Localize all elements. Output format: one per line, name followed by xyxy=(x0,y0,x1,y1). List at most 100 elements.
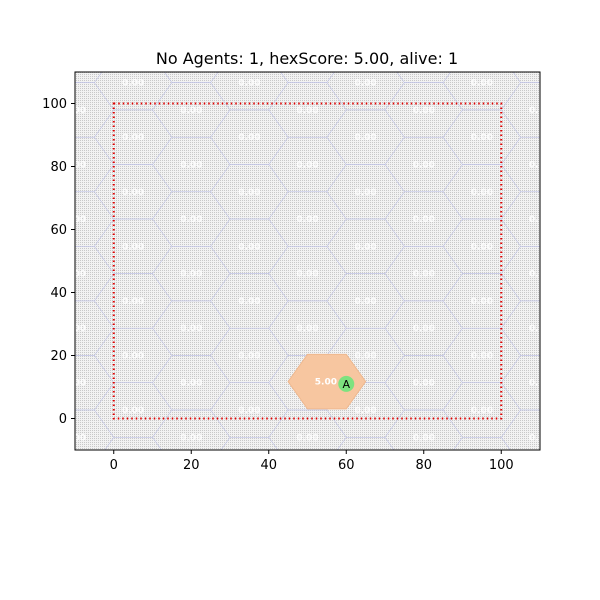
hex-score-label: 0.00 xyxy=(529,0,551,7)
hex-score-label: 0.00 xyxy=(471,406,493,416)
x-axis: 0 20 40 60 80 100 xyxy=(110,450,514,473)
hex-score-label: 0.00 xyxy=(471,351,493,361)
hex-score-label: 0.00 xyxy=(471,133,493,143)
hex-score-label: 0.00 xyxy=(238,24,260,34)
hex-score-label: 0.00 xyxy=(296,161,318,171)
hex-cell xyxy=(443,1,520,56)
hex-score-label: 0.00 xyxy=(122,133,144,143)
hex-cell xyxy=(269,465,347,519)
y-tick-label: 80 xyxy=(50,160,67,175)
hex-score-label: 0.00 xyxy=(587,79,600,89)
hex-score-label: 0.00 xyxy=(64,324,86,334)
hex-cell xyxy=(559,274,600,329)
hex-score-label: 0.00 xyxy=(64,161,86,171)
hex-score-label: 0.00 xyxy=(587,242,600,252)
y-tick-label: 40 xyxy=(50,286,67,301)
hex-cell xyxy=(0,328,56,383)
hex-cell xyxy=(211,1,289,56)
hex-score-label: 0.00 xyxy=(587,188,600,198)
hex-score-label: 0.00 xyxy=(354,79,376,89)
hex-score-label: 0.00 xyxy=(354,297,376,307)
hex-score-label: 0.00 xyxy=(122,242,144,252)
hex-score-label: 0.00 xyxy=(6,297,28,307)
hex-score-label: 0.00 xyxy=(413,215,435,225)
hex-score-label: 0.00 xyxy=(354,461,376,471)
hex-cell xyxy=(559,165,600,220)
hex-score-label: 0.00 xyxy=(180,433,202,443)
hex-score-label: 0.00 xyxy=(529,324,551,334)
hex-score-label: 0.00 xyxy=(6,351,28,361)
hex-score-label: 0.00 xyxy=(529,106,551,116)
hex-score-label: 0.00 xyxy=(587,24,600,34)
hex-score-label: 0.00 xyxy=(296,270,318,280)
hex-score-label: 0.00 xyxy=(296,433,318,443)
hex-score-label: 0.00 xyxy=(587,461,600,471)
hex-score-label: 0.00 xyxy=(6,515,28,525)
hex-score-label: 0.00 xyxy=(587,406,600,416)
hex-score-label: 0.00 xyxy=(238,515,260,525)
hex-score-label: 0.00 xyxy=(122,515,144,525)
hex-score-label: 0.00 xyxy=(238,297,260,307)
x-tick-label: 60 xyxy=(338,458,355,473)
y-axis: 0 20 40 60 80 100 xyxy=(42,97,75,427)
hex-score-label: 0.00 xyxy=(122,188,144,198)
hex-score-label: 0.00 xyxy=(471,515,493,525)
hex-score-label: 0.00 xyxy=(529,215,551,225)
hex-score-label: 0.00 xyxy=(471,24,493,34)
hex-score-label: 0.00 xyxy=(64,433,86,443)
hex-cell xyxy=(0,0,56,1)
y-tick-label: 100 xyxy=(42,97,67,112)
hex-score-label: 0.00 xyxy=(354,242,376,252)
plot-area: 0.00 0.00 0.00 0.00 0.00 0.00 0.00 0.00 0.00 0.00… xyxy=(0,0,600,547)
hex-score-label: 0.00 xyxy=(180,0,202,7)
hex-cell xyxy=(559,437,600,492)
hex-cell xyxy=(269,0,347,28)
hex-score-label: 0.00 xyxy=(64,106,86,116)
hex-score-label: 0.00 xyxy=(64,51,86,61)
agent-label: A xyxy=(342,378,350,391)
x-tick-label: 40 xyxy=(260,458,277,473)
hex-score-label: 0.00 xyxy=(354,351,376,361)
hex-score-label: 0.00 xyxy=(587,133,600,143)
x-tick-label: 100 xyxy=(489,458,514,473)
hex-cell xyxy=(0,165,56,220)
hex-score-label: 0.00 xyxy=(6,24,28,34)
hex-cell xyxy=(0,219,56,274)
hex-score-label: 0.00 xyxy=(238,461,260,471)
x-tick-label: 0 xyxy=(110,458,118,473)
hex-cell xyxy=(500,246,540,302)
hex-cell xyxy=(559,219,600,274)
hex-score-label: 0.00 xyxy=(180,324,202,334)
hex-cell xyxy=(443,492,520,547)
hex-cell xyxy=(500,409,540,450)
boundary-layer xyxy=(112,102,503,420)
hex-score-label: 0.00 xyxy=(529,433,551,443)
hex-score-label: 0.00 xyxy=(413,0,435,7)
hex-cell xyxy=(0,383,56,438)
x-tick-label: 80 xyxy=(415,458,432,473)
hex-grid: 0.00 0.00 0.00 0.00 0.00 0.00 0.00 0.00 0.00 0.00… xyxy=(0,0,600,547)
hex-score-label: 0.00 xyxy=(64,488,86,498)
hex-score-label: 0.00 xyxy=(238,242,260,252)
hex-cell xyxy=(559,110,600,165)
hex-score-label: 0.00 xyxy=(471,242,493,252)
hex-score-label: 0.00 xyxy=(413,106,435,116)
hex-cell xyxy=(559,328,600,383)
hex-score-label: 0.00 xyxy=(296,0,318,7)
hex-score-label: 0.00 xyxy=(6,133,28,143)
hex-score-label: 0.00 xyxy=(529,488,551,498)
y-tick-label: 20 xyxy=(50,349,67,364)
hex-score-label: 0.00 xyxy=(529,270,551,280)
hex-score-label: 0.00 xyxy=(6,461,28,471)
hex-score-label: 0.00 xyxy=(413,488,435,498)
hex-score-label: 0.00 xyxy=(6,188,28,198)
hex-score-label: 0.00 xyxy=(587,351,600,361)
hex-cell xyxy=(36,0,114,28)
agent-layer: A xyxy=(338,375,355,392)
hex-cell xyxy=(500,136,540,193)
hex-cell xyxy=(0,1,56,56)
hex-score-label: 0.00 xyxy=(529,379,551,389)
hex-score-label: 0.00 xyxy=(296,215,318,225)
hex-cell xyxy=(211,0,289,1)
hex-score-label: 0.00 xyxy=(6,406,28,416)
